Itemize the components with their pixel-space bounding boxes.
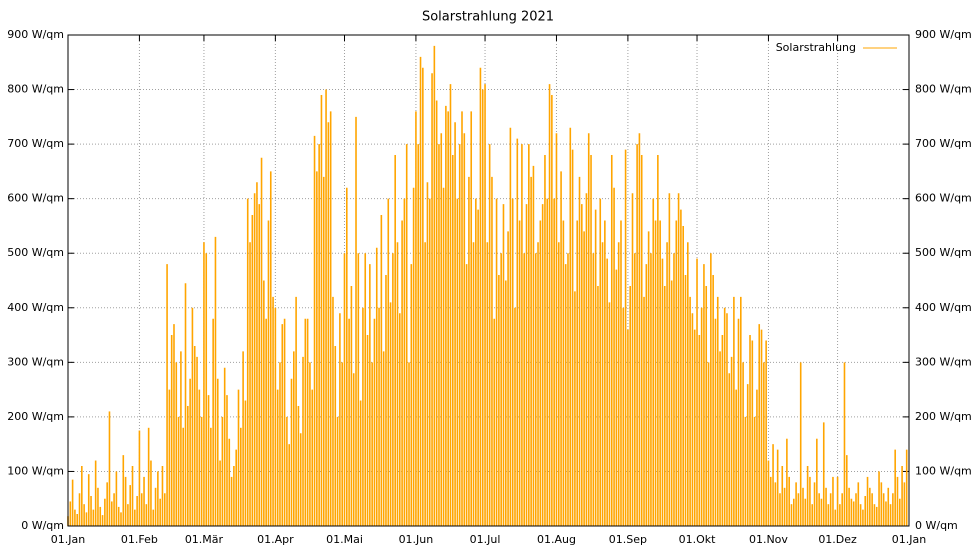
x-tick-label: 01.Mär (185, 533, 224, 546)
chart-title: Solarstrahlung 2021 (422, 10, 554, 25)
x-tick-label: 01.Jun (399, 533, 434, 546)
y-tick-label: 400 W/qm (7, 301, 64, 314)
y2-tick-label: 0 W/qm (915, 519, 958, 532)
legend-label: Solarstrahlung (776, 41, 856, 54)
y2-tick-label: 200 W/qm (915, 410, 972, 423)
x-tick-label: 01.Apr (257, 533, 294, 546)
y2-tick-label: 900 W/qm (915, 28, 972, 41)
y-tick-label: 300 W/qm (7, 355, 64, 368)
x-tick-label: 01.Nov (749, 533, 788, 546)
x-tick-label: 01.Sep (609, 533, 647, 546)
x-tick-label: 01.Aug (537, 533, 576, 546)
y2-tick-label: 600 W/qm (915, 192, 972, 205)
x-tick-label: 01.Mai (326, 533, 363, 546)
series (67, 45, 908, 526)
y2-tick-label: 500 W/qm (915, 246, 972, 259)
y-tick-label: 0 W/qm (21, 519, 64, 532)
x-tick-label: 01.Jul (470, 533, 501, 546)
y-tick-label: 500 W/qm (7, 246, 64, 259)
x-tick-label: 01.Jan (892, 533, 926, 546)
y-tick-label: 800 W/qm (7, 83, 64, 96)
y-tick-label: 100 W/qm (7, 464, 64, 477)
y2-tick-label: 800 W/qm (915, 83, 972, 96)
x-tick-label: 01.Feb (121, 533, 158, 546)
y-tick-label: 700 W/qm (7, 137, 64, 150)
y-tick-label: 600 W/qm (7, 192, 64, 205)
x-tick-label: 01.Okt (679, 533, 717, 546)
x-tick-label: 01.Jan (51, 533, 85, 546)
y-tick-label: 900 W/qm (7, 28, 64, 41)
y2-tick-label: 300 W/qm (915, 355, 972, 368)
y2-tick-label: 100 W/qm (915, 464, 972, 477)
y-tick-label: 200 W/qm (7, 410, 64, 423)
plot-frame (67, 34, 910, 527)
x-tick-label: 01.Dez (818, 533, 857, 546)
y2-tick-label: 400 W/qm (915, 301, 972, 314)
y2-tick-label: 700 W/qm (915, 137, 972, 150)
